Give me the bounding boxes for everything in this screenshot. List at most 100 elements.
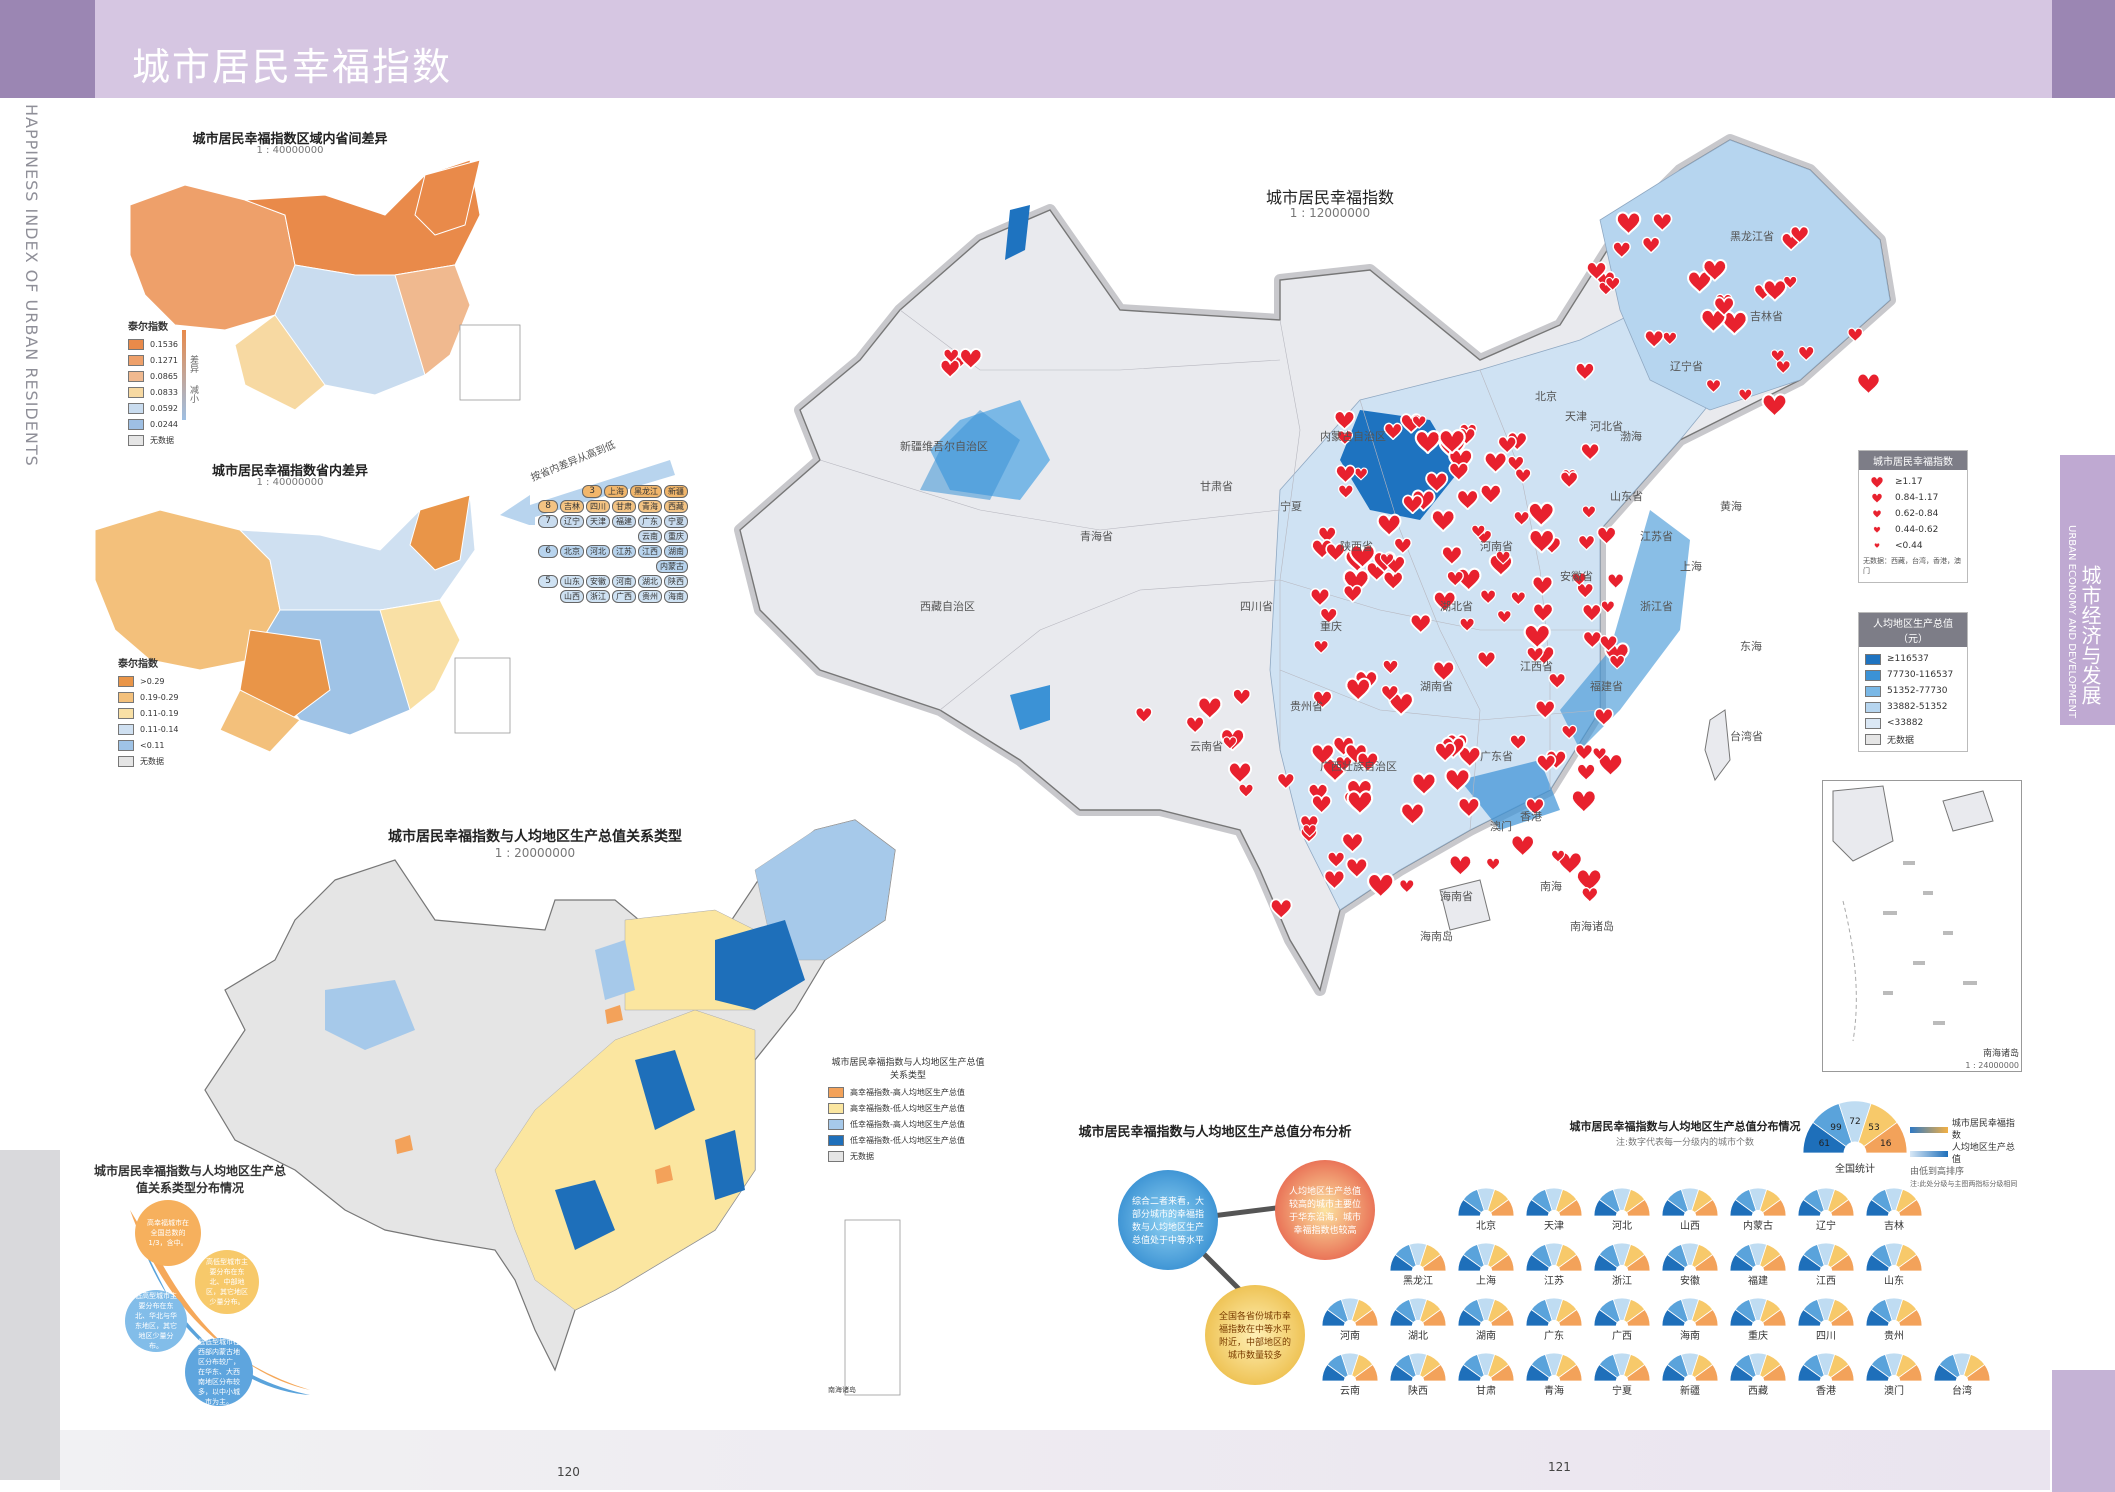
heart-marker xyxy=(1783,275,1798,289)
heart-marker xyxy=(1486,857,1501,871)
heart-marker xyxy=(1185,716,1205,734)
legend-swatch xyxy=(828,1086,844,1098)
ranking-row: 3 上海 黑龙江 新疆 xyxy=(528,485,688,498)
fan-chart xyxy=(1661,1352,1719,1382)
fan-hub xyxy=(1547,1319,1561,1327)
fan-hub xyxy=(1887,1374,1901,1382)
fan-slice xyxy=(1552,1363,1583,1382)
fan-cell: 广西 xyxy=(1592,1295,1652,1342)
legend-swatch xyxy=(128,386,144,398)
heart-marker xyxy=(1575,362,1595,381)
relation-dark-blue-2 xyxy=(635,1050,695,1130)
legend-label: 0.44-0.62 xyxy=(1895,525,1939,535)
heart-marker xyxy=(1561,724,1578,740)
fan-chart xyxy=(1865,1187,1923,1217)
fans-legend-label: 人均地区生产总值 xyxy=(1951,1143,2015,1165)
fan-value: 61 xyxy=(1819,1139,1830,1149)
legend-label: 高幸福指数-低人均地区生产总值 xyxy=(850,1103,965,1113)
fan-slice xyxy=(1552,1253,1583,1272)
header-ornament-left xyxy=(0,0,95,98)
heart-marker xyxy=(1346,790,1374,816)
main-tibet-blue xyxy=(1010,685,1050,730)
ranking-province: 广西 xyxy=(612,590,636,603)
fans-legend-swatch xyxy=(1910,1127,1948,1133)
fan-hub xyxy=(1343,1319,1357,1327)
heart-marker xyxy=(1761,393,1788,418)
fan-chart xyxy=(1321,1297,1379,1327)
fan-chart xyxy=(1797,1187,1855,1217)
heart-marker xyxy=(1376,513,1402,537)
label-macau: 澳门 xyxy=(1490,819,1512,833)
fan-slice xyxy=(1756,1253,1787,1272)
fan-chart xyxy=(1593,1242,1651,1272)
inset1-legend: 泰尔指数 0.1536 0.1271 0.0865 0.0833 0.0592 … xyxy=(128,318,258,448)
fan-slice xyxy=(1348,1363,1379,1382)
label-hubei: 湖北省 xyxy=(1440,600,1473,613)
fan-slice xyxy=(1688,1253,1719,1272)
fan-province-label: 江西 xyxy=(1816,1276,1836,1287)
heart-marker xyxy=(1775,360,1791,375)
inset2-legend-title: 泰尔指数 xyxy=(118,659,158,670)
fans-note: 注:数字代表每一分级内的城市个数 xyxy=(1615,1138,1755,1148)
fan-cell: 河南 xyxy=(1320,1295,1380,1342)
fan-hub xyxy=(1547,1374,1561,1382)
fan-province-label: 吉林 xyxy=(1884,1221,1904,1232)
label-shaanxi: 陕西省 xyxy=(1340,539,1373,553)
fans-legend-row: 人均地区生产总值 xyxy=(1910,1142,2020,1166)
fan-province-label: 香港 xyxy=(1816,1386,1836,1397)
main-legend2-rows: ≥116537 77730-116537 51352-77730 33882-5135… xyxy=(1859,647,1967,747)
ranking-province: 天津 xyxy=(586,515,610,528)
ranking-province: 海南 xyxy=(664,590,688,603)
main-legend-happiness: 城市居民幸福指数 ≥1.17 0.84-1.17 0.62-0.84 0.44-0.6… xyxy=(1858,450,1968,583)
inset1-scs-box xyxy=(459,324,521,401)
fans-legend: 城市居民幸福指数 人均地区生产总值 由低到高排序 注:此处分级与主图两指标分级相… xyxy=(1910,1118,2020,1190)
inset1-map xyxy=(129,159,521,411)
fan-cell: 山东 xyxy=(1864,1240,1924,1287)
fan-hub xyxy=(1615,1319,1629,1327)
inset2-scs-box xyxy=(454,657,511,734)
inset1-arrow-top: 差异 xyxy=(188,355,198,373)
legend-swatch xyxy=(128,354,144,366)
ranking-province: 山西 xyxy=(560,590,584,603)
analysis-title: 城市居民幸福指数与人均地区生产总值分布分析 xyxy=(1078,1125,1352,1140)
label-fujian: 福建省 xyxy=(1590,679,1623,693)
heart-marker xyxy=(1457,797,1481,819)
label-shandong: 山东省 xyxy=(1610,490,1643,503)
fan-cell: 天津 xyxy=(1524,1185,1584,1232)
label-guangxi: 广西壮族自治区 xyxy=(1320,759,1397,773)
inset1-arrow-bottom: 减小 xyxy=(188,385,198,403)
heart-marker xyxy=(1270,898,1293,920)
heart-icon xyxy=(1874,543,1880,549)
fan-cell: 辽宁 xyxy=(1796,1185,1856,1232)
section-tab[interactable] xyxy=(2060,455,2115,725)
label-hebei: 河北省 xyxy=(1590,420,1623,433)
main-map: 新疆维吾尔自治区 西藏自治区 青海省 内蒙古自治区 黑龙江省 吉林省 辽宁省 河… xyxy=(734,134,1896,996)
fan-province-label: 河南 xyxy=(1340,1331,1360,1342)
fan-cell: 香港 xyxy=(1796,1350,1856,1397)
ranking-province: 安徽 xyxy=(586,575,610,588)
inset1-south xyxy=(234,314,326,411)
relation-legend-row: 高幸福指数-低人均地区生产总值 xyxy=(828,1100,988,1116)
legend-label: <0.44 xyxy=(1895,541,1923,551)
inset2-legend-row: 0.11-0.19 xyxy=(118,705,248,721)
fan-value: 72 xyxy=(1849,1117,1860,1127)
heart-marker xyxy=(1311,794,1332,814)
analysis-bubble: 人均地区生产总值较高的城市主要位于华东沿海，城市幸福指数也较高 xyxy=(1275,1160,1375,1260)
distribution-bubble: 高幸福城市在全国总数的1/3，含中。 xyxy=(135,1200,201,1266)
heart-marker xyxy=(1702,258,1728,282)
header-ornament-right xyxy=(2052,0,2115,98)
fan-slice xyxy=(1484,1363,1515,1382)
fan-slice xyxy=(1620,1198,1651,1217)
fan-hub xyxy=(1343,1374,1357,1382)
ranking-province: 宁夏 xyxy=(664,515,688,528)
heart-marker xyxy=(1197,696,1223,720)
fan-chart xyxy=(1865,1242,1923,1272)
fan-province-label: 内蒙古 xyxy=(1743,1221,1773,1232)
relation-map-scale: 1 : 20000000 xyxy=(494,846,576,860)
relation-mid-blue xyxy=(325,980,415,1050)
fan-hub xyxy=(1887,1319,1901,1327)
fan-slice xyxy=(1892,1198,1923,1217)
relation-west-blue xyxy=(595,940,635,1000)
fan-chart xyxy=(1797,1352,1855,1382)
